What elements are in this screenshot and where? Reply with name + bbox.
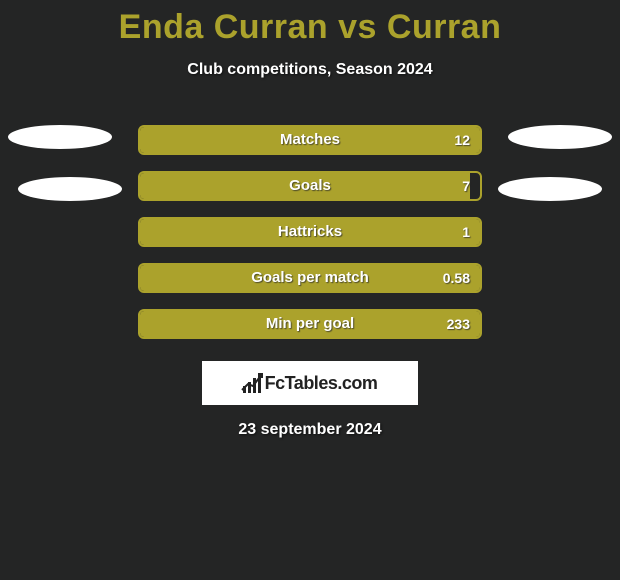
chart-icon: [243, 374, 261, 393]
bar-value: 7: [462, 173, 470, 199]
bar-goals: Goals 7: [138, 171, 482, 201]
stat-bars: Matches 12 Goals 7 Hattricks 1 Goals per…: [138, 125, 482, 339]
bar-value: 12: [454, 127, 470, 153]
bar-label: Matches: [140, 127, 480, 153]
player-right-ellipse-1: [508, 125, 612, 149]
player-left-ellipse-1: [8, 125, 112, 149]
bar-label: Goals: [140, 173, 480, 199]
page-title: Enda Curran vs Curran: [0, 0, 620, 47]
bar-goals-per-match: Goals per match 0.58: [138, 263, 482, 293]
date-text: 23 september 2024: [0, 421, 620, 439]
bar-value: 233: [447, 311, 470, 337]
bar-value: 0.58: [443, 265, 470, 291]
bar-hattricks: Hattricks 1: [138, 217, 482, 247]
player-left-ellipse-2: [18, 177, 122, 201]
subtitle: Club competitions, Season 2024: [0, 61, 620, 79]
bar-matches: Matches 12: [138, 125, 482, 155]
bar-label: Goals per match: [140, 265, 480, 291]
bar-label: Min per goal: [140, 311, 480, 337]
player-right-ellipse-2: [498, 177, 602, 201]
bar-min-per-goal: Min per goal 233: [138, 309, 482, 339]
bar-label: Hattricks: [140, 219, 480, 245]
bar-value: 1: [462, 219, 470, 245]
logo-text: FcTables.com: [265, 373, 378, 394]
comparison-content: Matches 12 Goals 7 Hattricks 1 Goals per…: [0, 125, 620, 439]
logo-box[interactable]: FcTables.com: [202, 361, 418, 405]
